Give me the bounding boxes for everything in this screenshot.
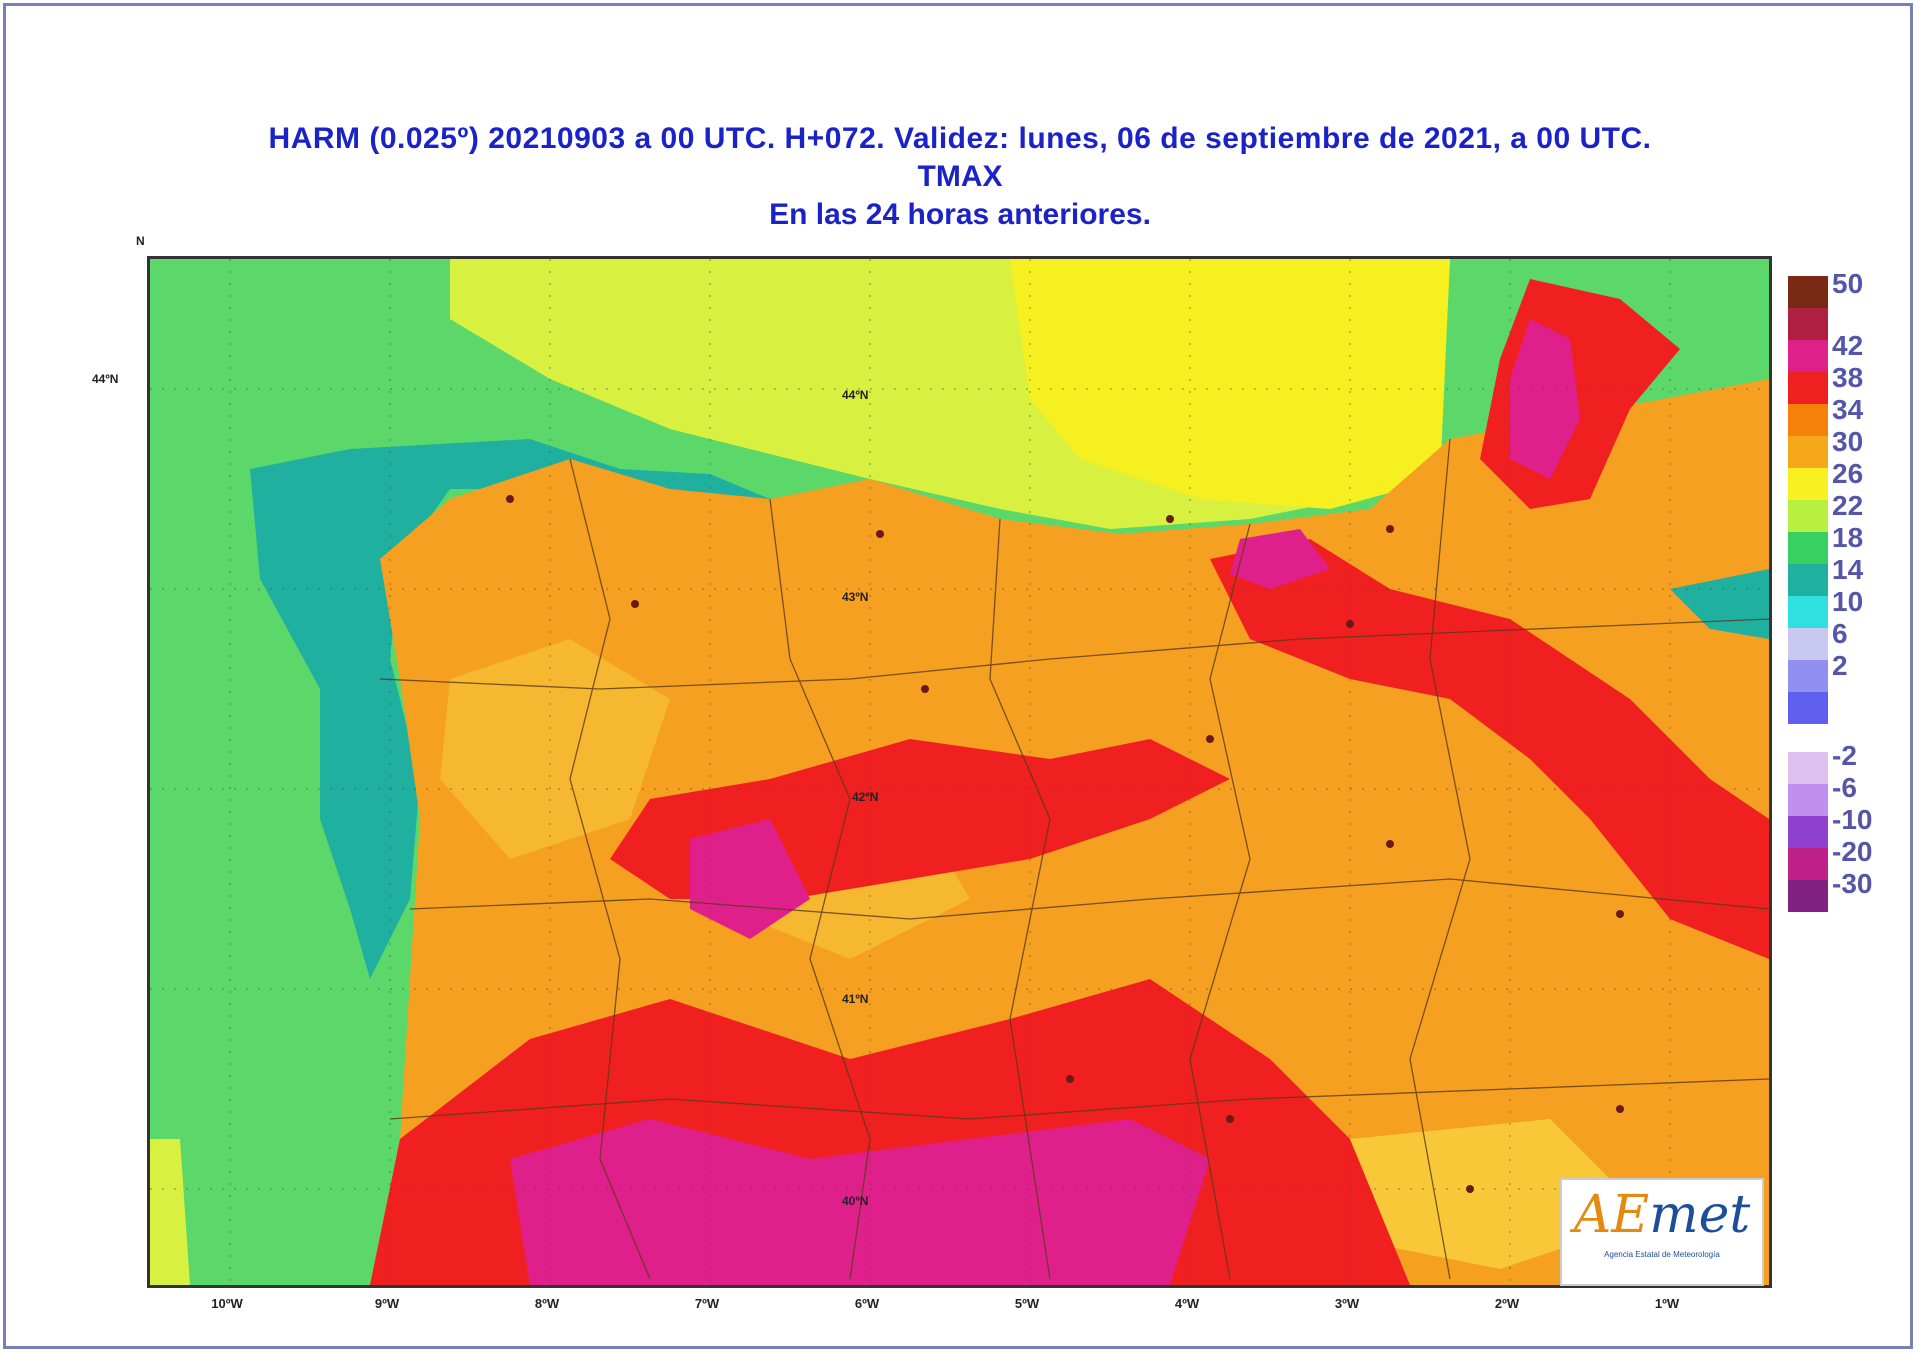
colorbar-tick-label: 18 [1832, 522, 1864, 553]
colorbar-tick-label: 50 [1832, 268, 1864, 299]
map-label-lat: 41ºN [842, 992, 869, 1006]
colorbar-swatch [1788, 660, 1828, 692]
lat-label: 44ºN [92, 372, 119, 386]
temperature-map[interactable] [147, 256, 1772, 1288]
colorbar-swatch [1788, 468, 1828, 500]
colorbar-swatch [1788, 436, 1828, 468]
lon-label: 1ºW [1654, 1296, 1680, 1311]
colorbar-swatch [1788, 276, 1828, 308]
colorbar-swatch [1788, 532, 1828, 564]
lon-label: 5ºW [1014, 1296, 1040, 1311]
title-line-3: En las 24 horas anteriores. [769, 198, 1151, 231]
colorbar-swatch [1788, 752, 1828, 784]
colorbar-tick-label: -6 [1832, 772, 1857, 803]
colorbar-tick-label: -20 [1832, 836, 1873, 867]
colorbar-gap [1788, 724, 1828, 752]
aemet-logo-subtitle: Agencia Estatal de Meteorología [1604, 1250, 1720, 1259]
colorbar-swatch [1788, 564, 1828, 596]
lon-label: 2ºW [1494, 1296, 1520, 1311]
colorbar-swatch [1788, 372, 1828, 404]
colorbar-tick-label: 2 [1832, 650, 1848, 681]
colorbar-tick-label: -2 [1832, 740, 1857, 771]
colorbar-tick-label: 14 [1832, 554, 1864, 585]
temperature-colorbar [1788, 276, 1828, 912]
colorbar-tick-label: 26 [1832, 458, 1864, 489]
page-frame [3, 3, 1913, 1349]
colorbar-tick-label: 6 [1832, 618, 1848, 649]
colorbar-swatch [1788, 848, 1828, 880]
map-label-lat: 42ºN [852, 790, 879, 804]
colorbar-swatch [1788, 816, 1828, 848]
colorbar-swatch [1788, 340, 1828, 372]
colorbar-tick-label: -30 [1832, 868, 1873, 899]
colorbar-swatch [1788, 596, 1828, 628]
aemet-logo: AEmet Agencia Estatal de Meteorología [1560, 1178, 1764, 1286]
colorbar-swatch [1788, 784, 1828, 816]
map-label-lat: 40ºN [842, 1194, 869, 1208]
map-label-lat: 43ºN [842, 590, 869, 604]
colorbar-swatch [1788, 880, 1828, 912]
title-line-2: TMAX [917, 160, 1003, 193]
aemet-logo-wordmark: AEmet [1573, 1185, 1751, 1245]
lon-label: 9ºW [374, 1296, 400, 1311]
colorbar-swatch [1788, 308, 1828, 340]
colorbar-swatch [1788, 500, 1828, 532]
lon-label: 7ºW [694, 1296, 720, 1311]
colorbar-tick-label: 38 [1832, 362, 1864, 393]
map-title: HARM (0.025º) 20210903 a 00 UTC. H+072. … [0, 122, 1920, 232]
colorbar-tick-label: 30 [1832, 426, 1864, 457]
lon-label: 6ºW [854, 1296, 880, 1311]
corner-mark: N [136, 234, 145, 248]
lon-label: 4ºW [1174, 1296, 1200, 1311]
colorbar-tick-label: 34 [1832, 394, 1864, 425]
title-line-1: HARM (0.025º) 20210903 a 00 UTC. H+072. … [268, 122, 1652, 155]
colorbar-tick-label: 42 [1832, 330, 1864, 361]
lon-label: 10ºW [211, 1296, 243, 1311]
colorbar-swatch [1788, 404, 1828, 436]
colorbar-swatch [1788, 692, 1828, 724]
colorbar-tick-label: -10 [1832, 804, 1873, 835]
map-label-lat: 44ºN [842, 388, 869, 402]
lon-label: 8ºW [534, 1296, 560, 1311]
colorbar-tick-label: 22 [1832, 490, 1864, 521]
colorbar-swatch [1788, 628, 1828, 660]
colorbar-tick-label: 10 [1832, 586, 1864, 617]
lon-label: 3ºW [1334, 1296, 1360, 1311]
